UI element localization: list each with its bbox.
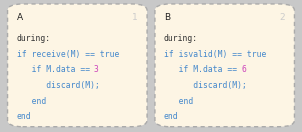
- Text: A: A: [17, 13, 23, 22]
- Text: discard(M);: discard(M);: [164, 81, 247, 90]
- Text: during:: during:: [164, 34, 198, 43]
- Text: end: end: [164, 97, 193, 106]
- FancyBboxPatch shape: [155, 4, 294, 127]
- Text: if receive(M) == true: if receive(M) == true: [17, 50, 119, 59]
- Text: end: end: [17, 112, 31, 121]
- Text: 3: 3: [94, 65, 99, 74]
- Text: 2: 2: [280, 13, 285, 22]
- FancyBboxPatch shape: [8, 4, 147, 127]
- Text: 1: 1: [132, 13, 138, 22]
- Text: end: end: [17, 97, 46, 106]
- Text: during:: during:: [17, 34, 51, 43]
- Text: discard(M);: discard(M);: [17, 81, 99, 90]
- Text: end: end: [164, 112, 178, 121]
- Text: if isvalid(M) == true: if isvalid(M) == true: [164, 50, 266, 59]
- Text: 6: 6: [241, 65, 246, 74]
- Text: if M.data ==: if M.data ==: [17, 65, 95, 74]
- Text: if M.data ==: if M.data ==: [164, 65, 242, 74]
- Text: B: B: [164, 13, 170, 22]
